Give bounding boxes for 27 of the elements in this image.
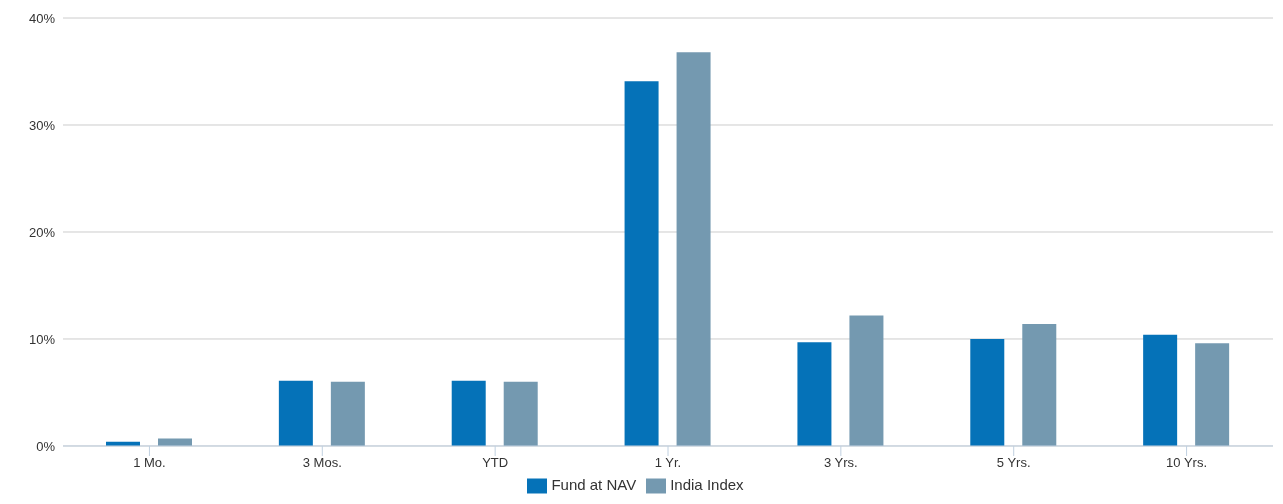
y-tick-label: 0% [36, 438, 56, 454]
bar [676, 52, 711, 446]
bar [1143, 334, 1178, 446]
bar [330, 381, 365, 446]
bar [278, 380, 313, 446]
legend-label: Fund at NAV [551, 475, 637, 493]
bar [1022, 324, 1057, 446]
bar [624, 81, 659, 446]
bar [849, 315, 884, 446]
x-tick-label: 1 Mo. [133, 455, 166, 471]
y-tick-label: 40% [28, 10, 56, 26]
x-tick-label: 5 Yrs. [996, 455, 1031, 471]
bar [158, 438, 192, 446]
x-tick-label: 10 Yrs. [1166, 455, 1208, 471]
legend-label: India Index [670, 475, 744, 493]
x-tick-label: 3 Mos. [302, 455, 342, 471]
bar [451, 380, 486, 446]
bar [1195, 343, 1230, 446]
y-tick-label: 10% [28, 331, 56, 347]
x-tick-label: YTD [482, 455, 509, 471]
y-tick-label: 30% [28, 117, 56, 133]
y-tick-label: 20% [28, 224, 56, 240]
bar [797, 342, 832, 446]
bar [970, 338, 1005, 446]
x-tick-label: 1 Yr. [654, 455, 682, 471]
x-tick-label: 3 Yrs. [824, 455, 858, 471]
bar [503, 381, 538, 446]
